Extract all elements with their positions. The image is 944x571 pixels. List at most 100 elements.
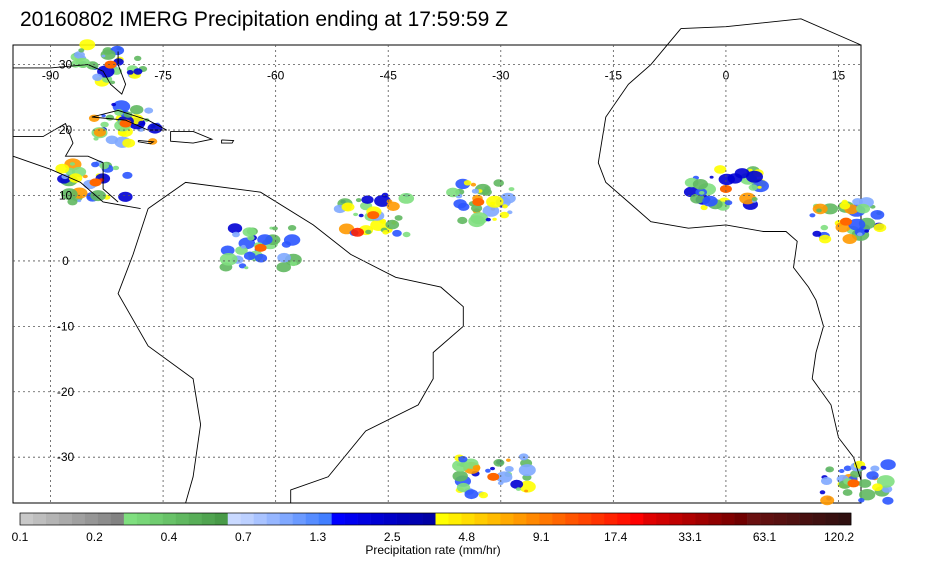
precip-cell	[101, 54, 106, 58]
precip-core	[119, 119, 132, 128]
colorbar-swatch	[123, 513, 138, 525]
colorbar-swatch	[344, 513, 358, 525]
precip-cell	[876, 475, 895, 488]
precip-cell	[144, 107, 154, 114]
precip-cell	[486, 195, 504, 208]
precip-core	[89, 178, 102, 187]
precip-cell	[219, 252, 238, 266]
longitude-label: -45	[380, 69, 398, 83]
colorbar-tick-label: 120.2	[823, 530, 855, 544]
precip-cell	[276, 262, 292, 273]
coastline	[147, 181, 464, 503]
precip-cell	[91, 161, 100, 168]
precip-cell	[821, 477, 833, 485]
precip-cell	[355, 198, 362, 203]
precip-cell	[848, 218, 866, 231]
precip-cell	[358, 213, 364, 218]
precip-cell	[746, 170, 763, 183]
latitude-label: 10	[59, 188, 73, 202]
precip-cell	[88, 114, 100, 123]
colorbar-swatch	[461, 513, 475, 525]
precip-cell	[79, 39, 96, 51]
precip-cell	[244, 266, 249, 270]
precip-cell	[289, 261, 297, 267]
precip-cell	[374, 195, 391, 207]
latitude-label: -30	[57, 450, 75, 464]
precip-cell	[692, 179, 709, 190]
colorbar-tick-label: 1.3	[309, 530, 327, 544]
colorbar-swatch	[357, 513, 371, 525]
colorbar-swatch	[656, 513, 670, 525]
coastline	[12, 155, 141, 210]
colorbar-swatch	[682, 513, 696, 525]
precip-cell	[365, 229, 372, 235]
precip-cell	[757, 185, 762, 189]
precip-core	[719, 184, 732, 193]
precip-cell	[510, 479, 524, 489]
precip-cell	[470, 182, 477, 187]
precip-core	[487, 472, 500, 481]
coastline	[680, 18, 862, 46]
precip-cell	[508, 187, 515, 192]
colorbar-swatch	[422, 513, 436, 525]
longitude-label: 0	[723, 69, 730, 83]
precip-cell	[700, 204, 708, 211]
coastline	[170, 130, 214, 144]
precip-cell	[857, 232, 863, 237]
precip-cell	[842, 489, 853, 496]
precip-cell	[105, 135, 119, 145]
precip-cell	[118, 191, 133, 202]
precip-cell	[93, 128, 106, 137]
precip-cell	[68, 173, 83, 183]
colorbar-swatch	[734, 513, 748, 525]
colorbar-swatch	[110, 513, 125, 525]
colorbar-swatch	[565, 513, 579, 525]
precip-cell	[240, 244, 246, 249]
precip-cell	[842, 234, 857, 244]
precip-cell	[816, 208, 822, 213]
precip-core	[472, 198, 485, 207]
precip-cell	[126, 70, 134, 75]
precip-cell	[227, 223, 243, 234]
colorbar-swatch	[136, 513, 151, 525]
longitude-label: 15	[832, 69, 846, 83]
longitude-label: -30	[492, 69, 510, 83]
precip-cell	[100, 121, 109, 128]
precip-cell	[870, 210, 885, 220]
precip-cell	[506, 458, 511, 462]
colorbar-swatch	[591, 513, 605, 525]
precip-cell	[819, 490, 826, 495]
colorbar-swatch	[253, 513, 267, 525]
colorbar-swatch	[786, 513, 800, 525]
colorbar-swatch	[188, 513, 203, 525]
precip-cell	[452, 459, 469, 472]
precip-cell	[381, 192, 389, 198]
colorbar-swatch	[201, 513, 216, 525]
coastline	[137, 140, 155, 145]
precip-cell	[463, 180, 472, 186]
latitude-label: 0	[62, 254, 69, 268]
precip-region	[333, 192, 415, 238]
precip-cell	[272, 226, 278, 231]
precip-cell	[122, 171, 133, 179]
colorbar-swatch	[279, 513, 293, 525]
precip-cell	[478, 491, 488, 499]
colorbar-outline	[19, 512, 852, 526]
colorbar-swatch	[838, 513, 852, 525]
precip-cell	[114, 109, 124, 116]
precip-cell	[843, 465, 852, 472]
precip-cell	[99, 162, 109, 170]
precip-cell	[501, 204, 508, 209]
precip-cell	[109, 80, 116, 85]
precip-cell	[485, 217, 491, 222]
precip-region	[683, 165, 769, 211]
precip-cell	[456, 482, 471, 493]
precip-cell	[398, 193, 415, 204]
precip-cell	[504, 466, 514, 473]
precip-cell	[519, 480, 536, 493]
precip-cell	[873, 223, 887, 233]
precip-cell	[702, 195, 718, 207]
precip-cell	[69, 162, 75, 166]
precip-core	[104, 60, 117, 69]
